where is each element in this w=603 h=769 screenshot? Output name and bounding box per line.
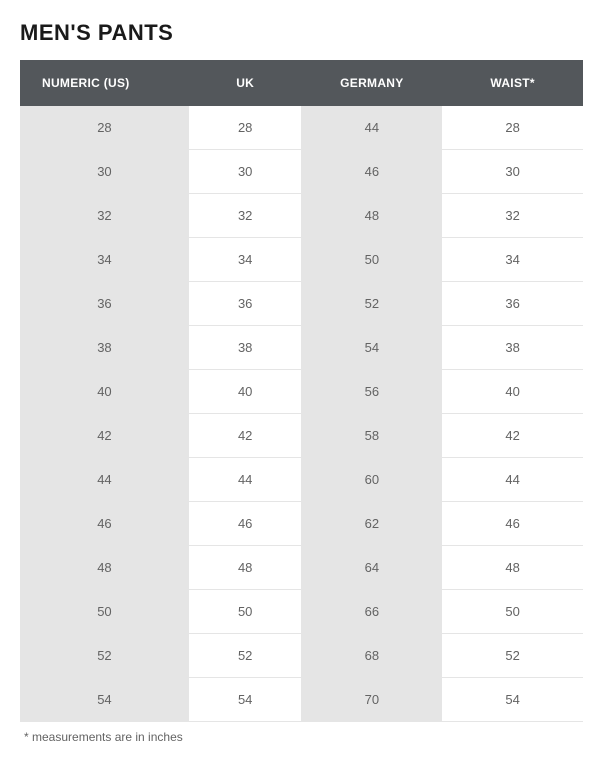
col-header-uk: UK xyxy=(189,60,302,106)
table-cell: 36 xyxy=(442,282,583,326)
table-cell: 30 xyxy=(20,150,189,194)
col-header-waist: WAIST* xyxy=(442,60,583,106)
table-row: 46466246 xyxy=(20,502,583,546)
table-cell: 42 xyxy=(189,414,302,458)
table-row: 38385438 xyxy=(20,326,583,370)
table-cell: 44 xyxy=(442,458,583,502)
table-cell: 46 xyxy=(20,502,189,546)
table-cell: 30 xyxy=(442,150,583,194)
table-cell: 54 xyxy=(20,678,189,722)
table-cell: 50 xyxy=(301,238,442,282)
table-cell: 28 xyxy=(189,106,302,150)
table-cell: 54 xyxy=(189,678,302,722)
table-cell: 44 xyxy=(301,106,442,150)
page-title: MEN'S PANTS xyxy=(20,20,583,46)
table-cell: 38 xyxy=(442,326,583,370)
table-row: 42425842 xyxy=(20,414,583,458)
table-cell: 36 xyxy=(189,282,302,326)
footnote-text: * measurements are in inches xyxy=(20,730,583,744)
table-cell: 32 xyxy=(442,194,583,238)
table-cell: 68 xyxy=(301,634,442,678)
table-cell: 70 xyxy=(301,678,442,722)
table-cell: 38 xyxy=(20,326,189,370)
size-chart-table: NUMERIC (US) UK GERMANY WAIST* 282844283… xyxy=(20,60,583,722)
table-row: 40405640 xyxy=(20,370,583,414)
table-cell: 32 xyxy=(189,194,302,238)
table-row: 32324832 xyxy=(20,194,583,238)
table-cell: 46 xyxy=(301,150,442,194)
table-cell: 42 xyxy=(442,414,583,458)
table-cell: 58 xyxy=(301,414,442,458)
table-cell: 62 xyxy=(301,502,442,546)
table-cell: 54 xyxy=(301,326,442,370)
table-cell: 34 xyxy=(189,238,302,282)
table-header-row: NUMERIC (US) UK GERMANY WAIST* xyxy=(20,60,583,106)
table-cell: 34 xyxy=(20,238,189,282)
table-cell: 30 xyxy=(189,150,302,194)
table-cell: 44 xyxy=(20,458,189,502)
table-row: 50506650 xyxy=(20,590,583,634)
table-cell: 52 xyxy=(20,634,189,678)
table-cell: 52 xyxy=(442,634,583,678)
table-cell: 28 xyxy=(20,106,189,150)
table-cell: 64 xyxy=(301,546,442,590)
table-cell: 40 xyxy=(20,370,189,414)
table-row: 44446044 xyxy=(20,458,583,502)
table-cell: 52 xyxy=(301,282,442,326)
table-cell: 56 xyxy=(301,370,442,414)
table-row: 34345034 xyxy=(20,238,583,282)
table-cell: 50 xyxy=(20,590,189,634)
table-row: 52526852 xyxy=(20,634,583,678)
table-cell: 66 xyxy=(301,590,442,634)
table-cell: 60 xyxy=(301,458,442,502)
table-cell: 48 xyxy=(301,194,442,238)
table-row: 30304630 xyxy=(20,150,583,194)
table-cell: 48 xyxy=(442,546,583,590)
col-header-germany: GERMANY xyxy=(301,60,442,106)
table-cell: 38 xyxy=(189,326,302,370)
table-cell: 48 xyxy=(189,546,302,590)
table-cell: 52 xyxy=(189,634,302,678)
table-cell: 50 xyxy=(442,590,583,634)
table-cell: 46 xyxy=(189,502,302,546)
table-cell: 46 xyxy=(442,502,583,546)
table-cell: 42 xyxy=(20,414,189,458)
table-cell: 48 xyxy=(20,546,189,590)
table-row: 54547054 xyxy=(20,678,583,722)
table-cell: 54 xyxy=(442,678,583,722)
table-row: 36365236 xyxy=(20,282,583,326)
col-header-numeric-us: NUMERIC (US) xyxy=(20,60,189,106)
table-cell: 44 xyxy=(189,458,302,502)
table-row: 48486448 xyxy=(20,546,583,590)
table-cell: 40 xyxy=(189,370,302,414)
table-cell: 40 xyxy=(442,370,583,414)
table-cell: 50 xyxy=(189,590,302,634)
table-cell: 34 xyxy=(442,238,583,282)
table-cell: 28 xyxy=(442,106,583,150)
table-cell: 32 xyxy=(20,194,189,238)
table-row: 28284428 xyxy=(20,106,583,150)
table-cell: 36 xyxy=(20,282,189,326)
